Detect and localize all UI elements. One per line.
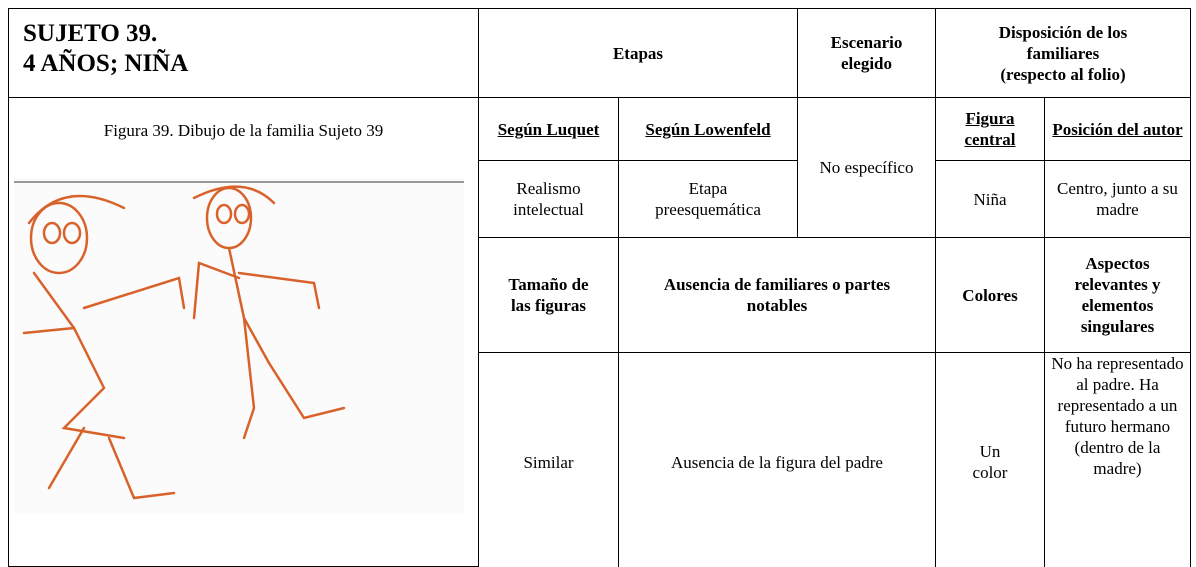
disposicion: Disposición de los familiares [998,22,1128,63]
disposicion-header: Disposición de los familiares (respecto … [935,8,1191,98]
etapas-header: Etapas [478,8,798,98]
subject: SUJETO 39. [23,20,158,47]
sketch [22,185,346,500]
drawing [14,178,464,513]
td: Realismo intelectual [478,160,619,238]
figure-caption: Figura 39. Dibujo de la familia Sujeto 3… [103,121,384,140]
th: Ausencia de familiares o partes notables [618,237,936,353]
header-text: Ausencia de familiares o partes notables [663,275,891,315]
td: Niña [935,160,1045,238]
disposicion-note: (respecto al folio) [1000,64,1126,84]
cell-text: Centro, junto a su madre [1057,179,1178,219]
header-text: Aspectos relevantes y elementos singular… [1074,254,1161,336]
escenario-header: Escenario elegido [797,8,936,98]
cell-text: No específico [819,158,914,177]
cell-text: Similar [523,452,574,472]
cell-text: Etapa preesquemática [655,179,761,219]
cell-text: Realismo intelectual [513,179,584,219]
cell-text: Un color [972,442,1008,482]
td: No ha representado al padre. Ha represen… [1044,352,1191,567]
td: Centro, junto a su madre [1044,160,1191,238]
header-text: Colores [962,285,1018,305]
td: No específico [797,97,936,238]
td: Ausencia de la figura del padre [618,352,936,567]
escenario: Escenario elegido [830,33,903,73]
cell-text: Niña [973,189,1007,209]
td: Similar [478,352,619,567]
th: Según Lowenfeld [618,97,798,161]
etapas: Etapas [612,43,664,63]
cell-text: Ausencia de la figura del padre [671,452,883,472]
td: Etapa preesquemática [618,160,798,238]
header-text: Posición del autor [1052,119,1183,139]
header-text: Figura central [964,109,1016,149]
th: Según Luquet [478,97,619,161]
th: Aspectos relevantes y elementos singular… [1044,237,1191,353]
header-text: Tamaño de las figuras [508,275,589,315]
th: Tamaño de las figuras [478,237,619,353]
header-text: Según Luquet [497,119,600,139]
age: 4 AÑOS; NIÑA [23,50,189,77]
th: Posición del autor [1044,97,1191,161]
header-text: Según Lowenfeld [645,119,771,139]
cell-text: No ha representado al padre. Ha represen… [1051,354,1184,478]
th: Colores [935,237,1045,353]
td: Un color [935,352,1045,567]
drawing-bg [14,178,464,513]
th: Figura central [935,97,1045,161]
subject-cell: SUJETO 39. 4 AÑOS; NIÑA [8,8,479,98]
